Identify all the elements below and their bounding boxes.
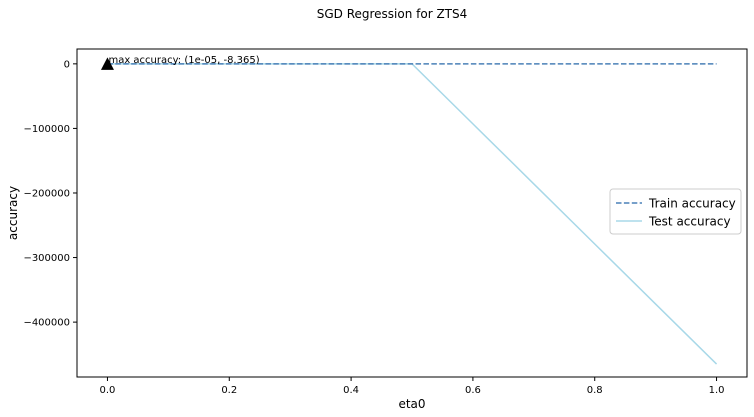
y-tick-label: −300000: [23, 253, 70, 264]
max-accuracy-annotation: max accuracy: (1e-05, -8.365): [108, 55, 259, 66]
x-tick-label: 0.0: [100, 385, 116, 396]
x-axis: 0.0 0.2 0.4 0.6 0.8 1.0: [100, 377, 725, 396]
chart-title: SGD Regression for ZTS4: [317, 7, 468, 21]
y-axis-title: accuracy: [6, 186, 20, 240]
y-tick-label: −400000: [23, 318, 70, 329]
series-layer: [107, 63, 718, 365]
plot-frame: [76, 48, 748, 378]
x-tick-label: 1.0: [709, 385, 725, 396]
y-axis: 0 −100000 −200000 −300000 −400000: [23, 59, 77, 329]
legend: Train accuracy Test accuracy: [609, 188, 742, 235]
x-tick-label: 0.8: [587, 385, 603, 396]
x-tick-label: 0.4: [343, 385, 359, 396]
x-tick-label: 0.6: [465, 385, 481, 396]
legend-label: Train accuracy: [648, 197, 736, 211]
x-axis-title: eta0: [398, 397, 425, 411]
y-tick-label: −100000: [23, 124, 70, 135]
legend-label: Test accuracy: [648, 215, 731, 229]
x-tick-label: 0.2: [221, 385, 237, 396]
legend-frame: [609, 188, 742, 235]
max-accuracy-marker: [100, 57, 114, 70]
y-tick-label: −200000: [23, 188, 70, 199]
annotation-layer: max accuracy: (1e-05, -8.365): [100, 55, 260, 70]
y-tick-label: 0: [64, 59, 70, 70]
